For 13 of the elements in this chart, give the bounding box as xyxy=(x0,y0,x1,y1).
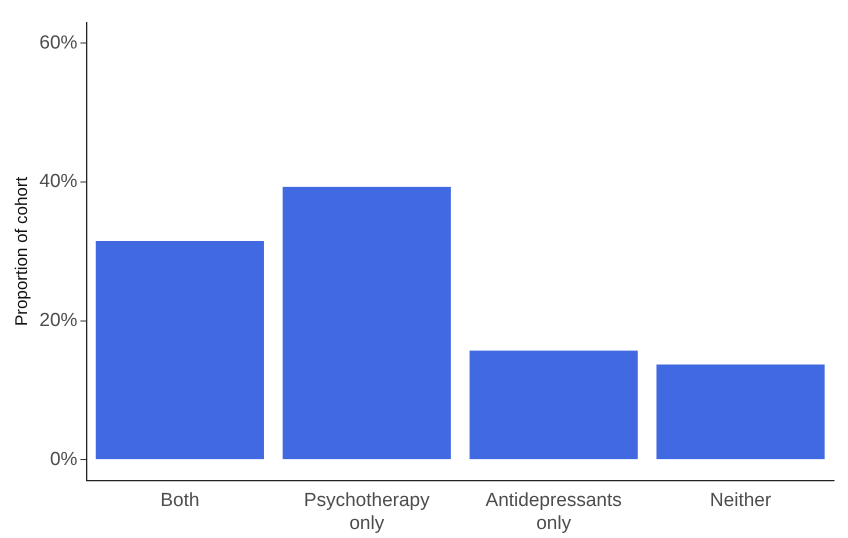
y-tick-label: 60% xyxy=(39,32,78,54)
y-axis-title: Proportion of cohort xyxy=(12,176,31,326)
bar xyxy=(96,240,264,460)
bar xyxy=(656,364,825,460)
y-tick-label: 0% xyxy=(50,448,78,470)
x-tick-label: Antidepressants only xyxy=(486,490,622,534)
y-tick-label: 40% xyxy=(39,171,78,192)
bar xyxy=(282,186,451,460)
x-tick-label: Neither xyxy=(710,490,772,512)
bar xyxy=(470,350,638,460)
y-tick-label: 20% xyxy=(39,310,78,332)
x-tick-label: Psychotherapy only xyxy=(304,490,430,534)
x-tick-label: Both xyxy=(160,490,200,512)
